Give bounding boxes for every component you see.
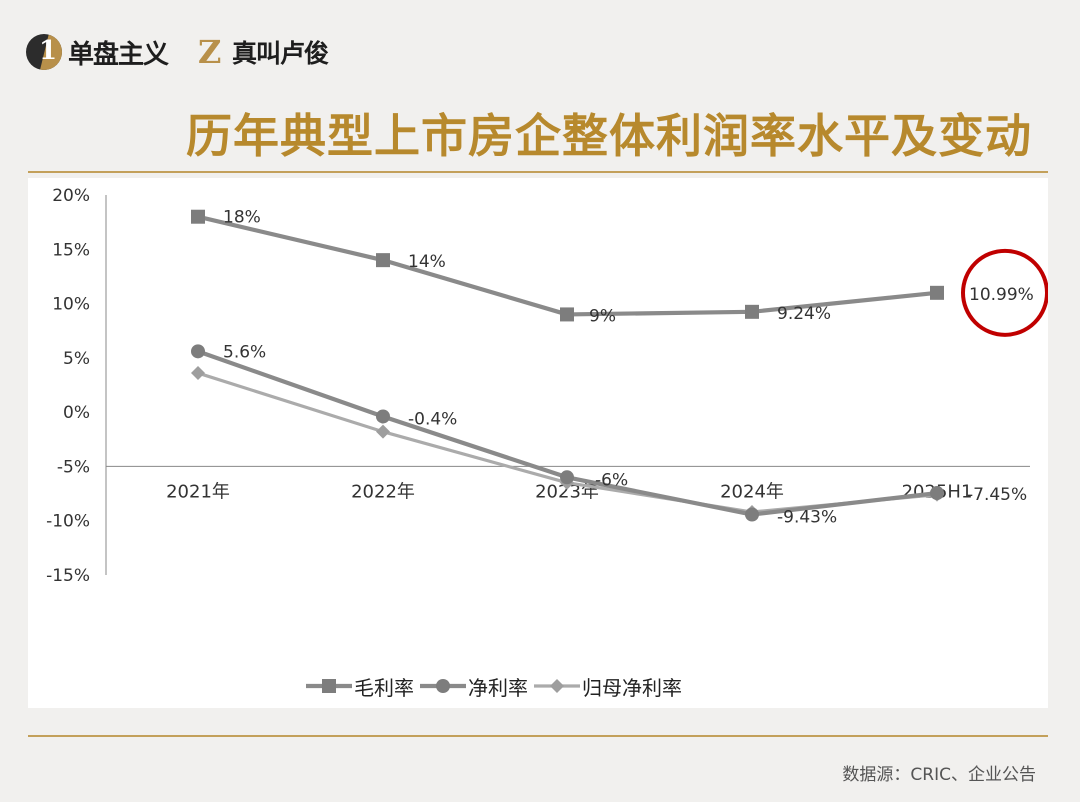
data-point bbox=[560, 307, 574, 322]
data-label: 10.99% bbox=[969, 285, 1034, 305]
brand2-name: 真叫卢俊 bbox=[232, 39, 329, 68]
data-point bbox=[930, 486, 944, 501]
data-point bbox=[930, 285, 944, 300]
legend-label: 净利率 bbox=[468, 675, 528, 700]
legend-item: 归母净利率 bbox=[534, 672, 682, 701]
data-point bbox=[560, 470, 574, 485]
data-point bbox=[376, 409, 390, 424]
data-point bbox=[745, 507, 759, 522]
chart-panel: 20% 15% 10% 5% 0% -5% -10% -15% 2021年 2022年 2023年 2… bbox=[28, 178, 1048, 708]
data-label: -0.4% bbox=[408, 409, 457, 429]
legend-swatch bbox=[420, 679, 466, 693]
line-chart: 20%15%10%5%0%-5%-10%-15%2021年 2022年 2023年 2… bbox=[46, 186, 1048, 586]
legend-item: 毛利率 bbox=[306, 672, 414, 701]
y-tick-label: 20% bbox=[52, 186, 90, 206]
legend-swatch bbox=[306, 679, 352, 693]
x-tick-label: 2024年 bbox=[720, 481, 784, 502]
data-point bbox=[745, 304, 759, 319]
data-point bbox=[191, 344, 205, 359]
y-tick-label: -10% bbox=[46, 512, 90, 532]
y-tick-label: -5% bbox=[57, 457, 90, 477]
legend-label: 归母净利率 bbox=[582, 675, 682, 700]
data-label: -9.43% bbox=[777, 508, 837, 528]
data-label: 18% bbox=[223, 208, 261, 228]
chart-legend: 毛利率 净利率 归母净利率 bbox=[306, 672, 688, 700]
page-title: 历年典型上市房企整体利润率水平及变动 bbox=[186, 109, 1032, 163]
x-tick-label: 2021年 bbox=[166, 481, 230, 502]
top-divider bbox=[28, 171, 1048, 173]
data-source: 数据源：CRIC、企业公告 bbox=[842, 765, 1036, 785]
data-label: -6% bbox=[595, 470, 628, 490]
y-tick-label: 0% bbox=[63, 403, 90, 423]
data-label: 5.6% bbox=[223, 342, 266, 362]
data-point bbox=[191, 209, 205, 224]
data-label: -7.45% bbox=[967, 485, 1027, 505]
y-tick-label: -15% bbox=[46, 566, 90, 586]
data-label: 14% bbox=[408, 252, 446, 272]
brand-bar: 1 单盘主义 Z 真叫卢俊 bbox=[26, 30, 329, 74]
highlight-circle bbox=[961, 248, 1048, 337]
data-label: 9.24% bbox=[777, 304, 831, 324]
legend-label: 毛利率 bbox=[354, 675, 414, 700]
bottom-divider bbox=[28, 735, 1048, 737]
legend-swatch bbox=[534, 679, 580, 693]
data-point bbox=[376, 424, 390, 439]
y-tick-label: 5% bbox=[63, 349, 90, 369]
data-point bbox=[191, 366, 205, 381]
y-tick-label: 15% bbox=[52, 240, 90, 260]
data-point bbox=[376, 253, 390, 268]
data-label: 9% bbox=[589, 306, 616, 326]
legend-item: 净利率 bbox=[420, 672, 528, 701]
brand1-logo: 1 bbox=[26, 34, 62, 70]
brand2-logo: Z bbox=[198, 33, 222, 71]
brand1-name: 单盘主义 bbox=[68, 39, 169, 70]
series-line bbox=[195, 214, 940, 317]
x-tick-label: 2022年 bbox=[351, 481, 415, 502]
y-tick-label: 10% bbox=[52, 295, 90, 315]
